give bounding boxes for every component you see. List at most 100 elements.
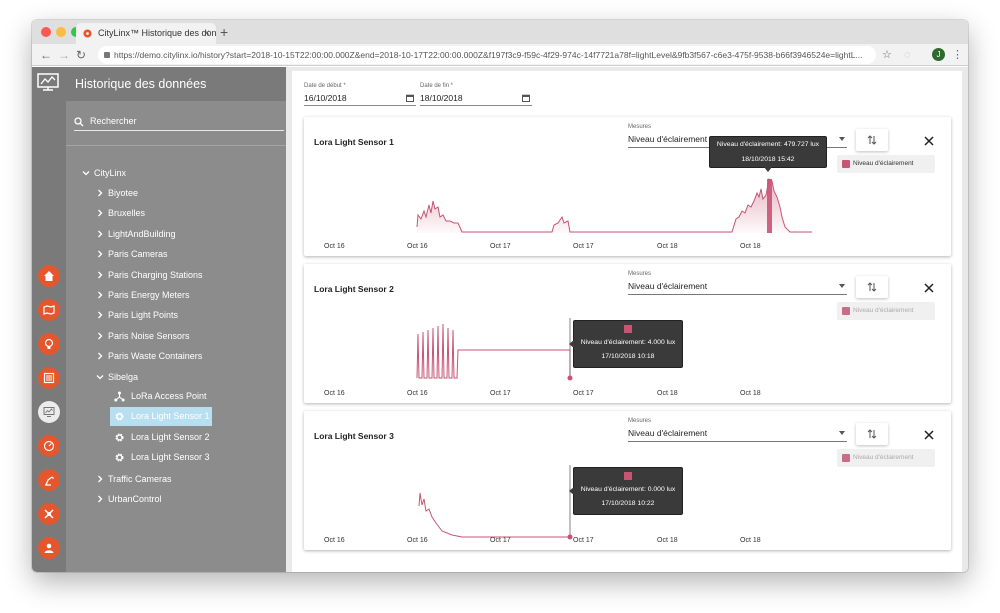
x-tick-label: Oct 16	[324, 243, 345, 250]
rail-robot-arm-button[interactable]	[38, 469, 60, 491]
profile-avatar[interactable]: J	[932, 48, 945, 61]
legend-label: Niveau d'éclairement	[853, 160, 914, 167]
close-chart-icon[interactable]	[923, 429, 935, 441]
tree-leaf[interactable]: Lora Light Sensor 1	[110, 407, 212, 427]
measure-label: Mesures	[628, 124, 652, 130]
measure-select[interactable]: Niveau d'éclairement	[628, 426, 847, 442]
new-tab-icon[interactable]: +	[220, 24, 229, 40]
legend-item[interactable]: Niveau d'éclairement	[837, 302, 935, 320]
list-icon	[43, 372, 55, 384]
reload-icon[interactable]: ↻	[76, 48, 87, 62]
measure-select-value: Niveau d'éclairement	[628, 281, 708, 291]
hover-point	[567, 534, 573, 540]
home-icon	[44, 271, 54, 281]
close-chart-icon[interactable]	[923, 282, 935, 294]
tree-leaf[interactable]: Lora Light Sensor 2	[110, 428, 212, 447]
rail-list-button[interactable]	[38, 367, 60, 389]
chevron-right-icon	[98, 271, 103, 279]
chevron-right-icon	[98, 311, 103, 319]
rail-user-button[interactable]	[38, 537, 60, 559]
extension-icon[interactable]: ◌	[904, 49, 911, 61]
hover-point	[567, 375, 573, 381]
x-tick-label: Oct 16	[324, 390, 345, 397]
legend-item[interactable]: Niveau d'éclairement	[837, 449, 935, 467]
calendar-icon[interactable]	[406, 94, 414, 102]
start-date-field[interactable]: Date de début * 16/10/2018	[304, 83, 416, 109]
measure-select-value: Niveau d'éclairement	[628, 134, 708, 144]
browser-tab[interactable]: CityLinx™ Historique des donn ×	[76, 23, 216, 44]
rail-lightbulb-button[interactable]	[38, 333, 60, 355]
chevron-down-icon	[96, 374, 104, 380]
x-tick-label: Oct 18	[657, 243, 678, 250]
chart-plot[interactable]: Oct 16 Oct 16 Oct 17 Oct 17 Oct 18 Oct 18	[312, 451, 832, 547]
start-date-label: Date de début *	[304, 83, 346, 89]
measure-select[interactable]: Niveau d'éclairement	[628, 279, 847, 295]
tree-item-label: CityLinx	[94, 168, 127, 178]
gear-icon	[115, 433, 124, 442]
forward-icon[interactable]: →	[58, 48, 70, 62]
tab-close-icon[interactable]: ×	[204, 28, 210, 39]
tree-item-label: Paris Light Points	[108, 310, 179, 321]
series-line	[416, 178, 812, 233]
tree-item-label: Traffic Cameras	[108, 473, 172, 484]
end-date-label: Date de fin *	[420, 83, 454, 89]
x-tick-label: Oct 18	[740, 390, 761, 397]
close-chart-icon[interactable]	[923, 135, 935, 147]
chevron-right-icon	[98, 209, 103, 217]
rail-tools-button[interactable]	[38, 503, 60, 525]
url-text: https://demo.citylinx.io/history?start=2…	[114, 50, 863, 60]
lightbulb-icon	[44, 338, 54, 349]
calendar-icon[interactable]	[522, 94, 530, 102]
bookmark-star-icon[interactable]: ☆	[882, 49, 892, 61]
legend-swatch	[842, 307, 850, 315]
tooltip-value: Niveau d'éclairement: 0.000 lux	[580, 486, 676, 493]
chart-card: Lora Light Sensor 2 Mesures Niveau d'éclai…	[304, 264, 951, 403]
x-tick-label: Oct 16	[407, 390, 428, 397]
legend-item[interactable]: Niveau d'éclairement	[837, 155, 935, 173]
browser-window: CityLinx™ Historique des donn × + ← → ↻ …	[32, 20, 968, 572]
chart-card: Lora Light Sensor 1 Mesures Niveau d'éclai…	[304, 117, 951, 256]
end-date-field[interactable]: Date de fin * 18/10/2018	[420, 83, 532, 109]
tooltip-swatch	[624, 472, 632, 480]
rail-history-button[interactable]	[38, 401, 60, 423]
end-date-value: 18/10/2018	[420, 93, 463, 103]
chevron-down-icon	[82, 171, 90, 176]
tree-leaf[interactable]: Lora Light Sensor 3	[110, 448, 212, 467]
x-tick-label: Oct 18	[657, 537, 678, 544]
chart-plot[interactable]: Oct 16 Oct 16 Oct 17 Oct 17 Oct 18 Oct 18	[312, 157, 832, 253]
dropdown-arrow-icon	[839, 284, 845, 288]
back-icon[interactable]: ←	[40, 48, 52, 62]
dropdown-arrow-icon	[839, 431, 845, 435]
tree-item-label: LightAndBuilding	[108, 228, 176, 239]
minimize-window-button[interactable]	[56, 27, 66, 37]
tooltip-time: 18/10/2018 15:42	[741, 156, 795, 163]
chart-card-title: Lora Light Sensor 2	[314, 284, 394, 294]
rail-home-button[interactable]	[38, 265, 60, 287]
sort-button[interactable]	[856, 129, 888, 151]
sort-button[interactable]	[856, 276, 888, 298]
hover-bar	[767, 179, 772, 233]
address-bar[interactable]: https://demo.citylinx.io/history?start=2…	[98, 46, 876, 64]
tree-item-label: Paris Waste Containers	[108, 351, 203, 362]
tree-leaf[interactable]: LoRa Access Point	[110, 387, 212, 406]
rail-map-button[interactable]	[38, 299, 60, 321]
close-window-button[interactable]	[41, 27, 51, 37]
x-tick-label: Oct 17	[573, 537, 594, 544]
sort-button[interactable]	[856, 423, 888, 445]
x-tick-label: Oct 18	[740, 537, 761, 544]
tree-item-label: Paris Energy Meters	[108, 290, 190, 300]
history-content: Date de début * 16/10/2018 Date de fin *…	[292, 71, 962, 572]
robot-arm-icon	[45, 476, 54, 486]
search-input[interactable]	[90, 113, 280, 129]
measure-label: Mesures	[628, 271, 652, 277]
search-box	[74, 113, 284, 131]
chevron-right-icon	[98, 495, 103, 503]
tooltip-swatch	[624, 325, 632, 333]
chart-plot[interactable]: Oct 16 Oct 16 Oct 17 Oct 17 Oct 18 Oct 18	[312, 304, 832, 400]
sidebar-title: Historique des données	[66, 67, 286, 101]
monitor-chart-logo-icon	[37, 73, 59, 91]
search-icon	[74, 117, 84, 127]
menu-dots-icon[interactable]: ⋮	[952, 49, 963, 61]
chevron-right-icon	[98, 250, 103, 258]
rail-gauge-button[interactable]	[38, 435, 60, 457]
